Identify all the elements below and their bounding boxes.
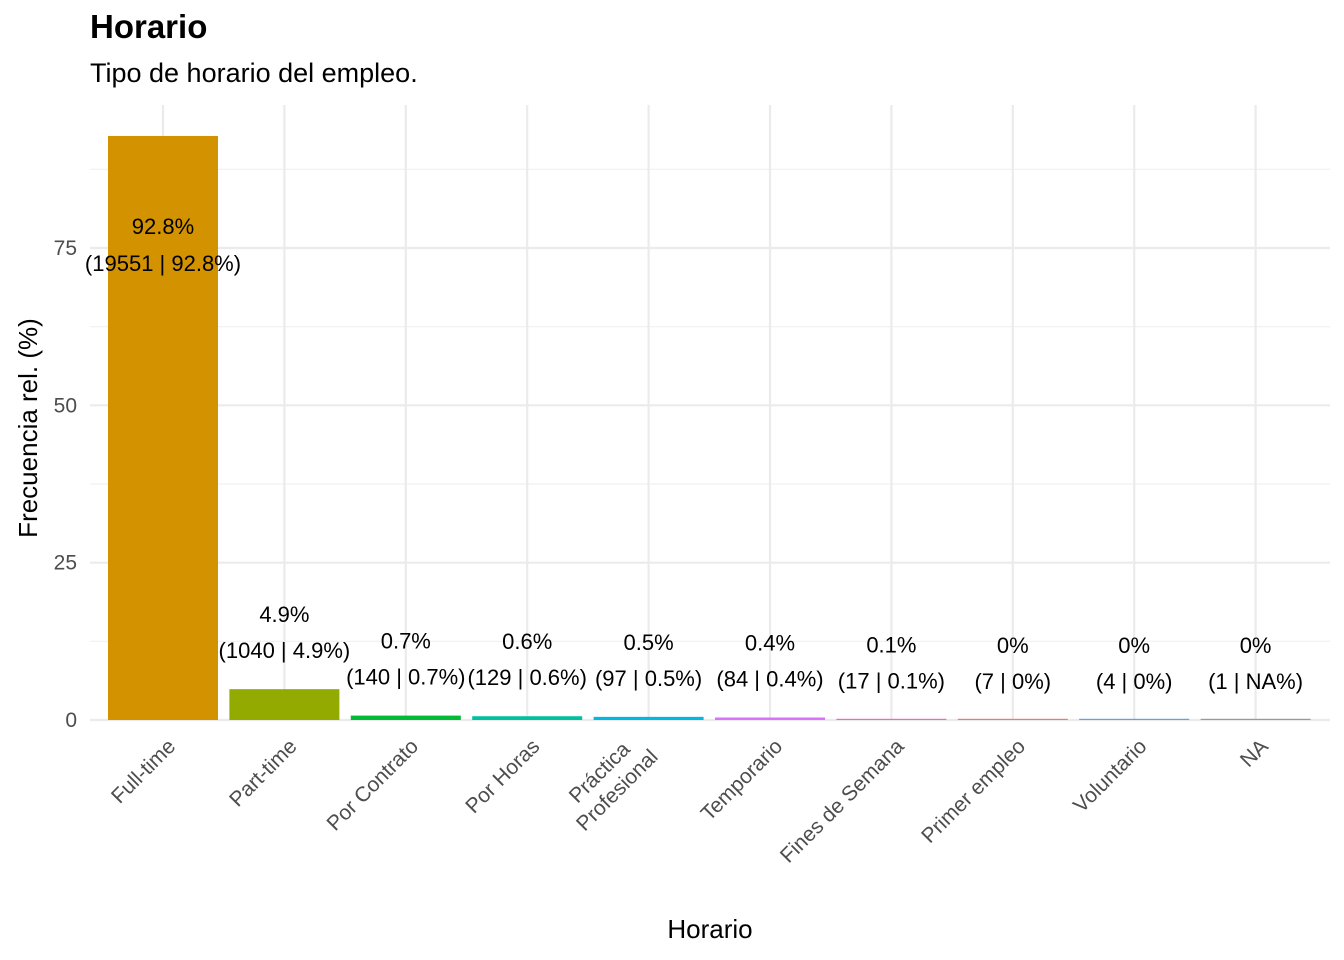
grid — [90, 105, 1330, 722]
x-tick-label: NA — [1236, 735, 1273, 772]
x-tick-label-group: PrácticaProfesional — [554, 727, 663, 836]
y-tick-labels: 0 25 50 75 — [54, 237, 77, 732]
x-tick-label: Primer empleo — [917, 735, 1030, 848]
x-tick-label: Part-time — [225, 735, 302, 812]
x-tick-label-group: Por Horas — [461, 735, 544, 818]
x-tick-label-group: Temporario — [697, 735, 788, 826]
y-tick-label: 25 — [54, 552, 77, 575]
data-labels: 92.8% (19551 | 92.8%) 4.9% (1040 | 4.9%) 0.7… — [85, 214, 1303, 694]
bar-temporario — [715, 717, 825, 720]
bar-fines-de-semana — [836, 718, 947, 720]
bar-percent-label: 4.9% — [259, 602, 309, 627]
x-tick-label-group: NA — [1236, 735, 1273, 772]
x-tick-label: Por Contrato — [323, 735, 423, 835]
chart-subtitle: Tipo de horario del empleo. — [90, 58, 418, 88]
bar-percent-label: 92.8% — [132, 214, 194, 239]
x-tick-label-group: Fines de Semana — [776, 735, 909, 868]
x-tick-label: Temporario — [697, 735, 788, 826]
x-tick-label-group: Part-time — [225, 735, 302, 812]
y-tick-label: 0 — [65, 709, 77, 732]
bars — [108, 135, 1311, 721]
bar-count-label: (17 | 0.1%) — [838, 668, 945, 693]
bar-count-label: (1040 | 4.9%) — [219, 638, 351, 663]
bar-percent-label: 0% — [997, 633, 1029, 658]
bar-por-contrato — [350, 715, 461, 720]
x-tick-labels: Full-time Part-time Por Contrato Por Horas P… — [107, 727, 1273, 868]
bar-count-label: (7 | 0%) — [974, 669, 1051, 694]
x-tick-label-group: Por Contrato — [323, 735, 423, 835]
bar-count-label: (129 | 0.6%) — [467, 665, 586, 690]
bar-percent-label: 0.7% — [381, 629, 431, 654]
x-tick-label: Fines de Semana — [776, 735, 909, 868]
x-tick-label: Voluntario — [1069, 735, 1151, 817]
chart-title: Horario — [90, 8, 208, 45]
bar-percent-label: 0.4% — [745, 630, 795, 655]
bar-count-label: (19551 | 92.8%) — [85, 251, 241, 276]
bar-percent-label: 0.1% — [866, 632, 916, 657]
bar-percent-label: 0.6% — [502, 629, 552, 654]
y-axis-title: Frecuencia rel. (%) — [13, 318, 43, 538]
bar-pr-ctica-profesional — [593, 716, 704, 720]
bar-count-label: (1 | NA%) — [1208, 669, 1303, 694]
bar-na — [1200, 718, 1311, 720]
x-axis-title: Horario — [667, 914, 752, 944]
bar-percent-label: 0% — [1240, 633, 1272, 658]
bar-count-label: (97 | 0.5%) — [595, 666, 702, 691]
bar-full-time — [108, 135, 218, 721]
bar-percent-label: 0.5% — [624, 630, 674, 655]
bar-voluntario — [1079, 718, 1190, 720]
x-tick-label: Full-time — [107, 735, 180, 808]
y-tick-label: 75 — [54, 237, 77, 260]
x-tick-label-group: Full-time — [107, 735, 180, 808]
x-tick-label: Por Horas — [461, 735, 544, 818]
x-tick-label-group: Primer empleo — [917, 735, 1030, 848]
bar-count-label: (140 | 0.7%) — [346, 665, 465, 690]
x-tick-label: PrácticaProfesional — [554, 727, 662, 835]
x-tick-label-group: Voluntario — [1069, 735, 1151, 817]
bar-count-label: (4 | 0%) — [1096, 669, 1173, 694]
bar-percent-label: 0% — [1118, 633, 1150, 658]
bar-primer-empleo — [957, 718, 1068, 720]
y-tick-label: 50 — [54, 394, 77, 417]
bar-part-time — [229, 689, 340, 720]
bar-por-horas — [472, 716, 583, 720]
bar-count-label: (84 | 0.4%) — [716, 666, 823, 691]
